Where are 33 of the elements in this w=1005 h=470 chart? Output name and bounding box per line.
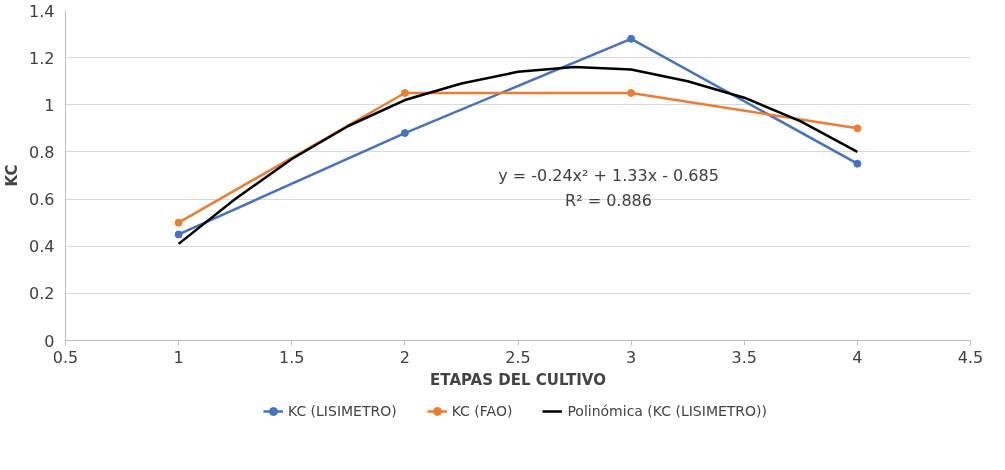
legend-label: KC (LISIMETRO) xyxy=(287,403,397,419)
point xyxy=(853,159,862,168)
y-tick-label: 0.8 xyxy=(29,142,55,162)
x-tick-label: 1.5 xyxy=(279,347,305,367)
point xyxy=(853,124,862,133)
y-tick-label: 1 xyxy=(44,95,55,115)
legend-label: KC (FAO) xyxy=(451,403,513,419)
point xyxy=(400,89,409,97)
point xyxy=(627,34,636,43)
point xyxy=(174,218,183,227)
x-tick-label: 3.5 xyxy=(731,347,757,367)
x-tick-label: 3 xyxy=(626,347,637,367)
y-tick-label: 1.2 xyxy=(29,48,55,68)
y-axis-title: KC xyxy=(3,164,22,187)
annotation: y = -0.24x² + 1.33x - 0.685 xyxy=(498,166,719,186)
x-tick-label: 1 xyxy=(173,347,184,367)
annotation: R² = 0.886 xyxy=(565,191,652,211)
legend-label: Polinómica (KC (LISIMETRO)) xyxy=(567,403,768,419)
x-tick-label: 2.5 xyxy=(505,347,531,367)
point xyxy=(400,129,409,138)
point xyxy=(627,89,636,97)
y-tick-label: 0.4 xyxy=(29,237,55,257)
x-tick-label: 0.5 xyxy=(52,347,79,367)
y-tick-label: 0.2 xyxy=(29,284,55,304)
point xyxy=(174,230,183,239)
y-tick-label: 0.6 xyxy=(29,190,55,210)
x-tick-label: 2 xyxy=(399,347,410,367)
y-tick-label: 1.4 xyxy=(29,1,55,21)
x-axis-title: ETAPAS DEL CULTIVO xyxy=(430,370,606,389)
x-tick-label: 4.5 xyxy=(957,347,984,367)
x-tick-label: 4 xyxy=(852,347,863,367)
line-series xyxy=(177,65,859,246)
y-tick-label: 0 xyxy=(44,331,55,351)
